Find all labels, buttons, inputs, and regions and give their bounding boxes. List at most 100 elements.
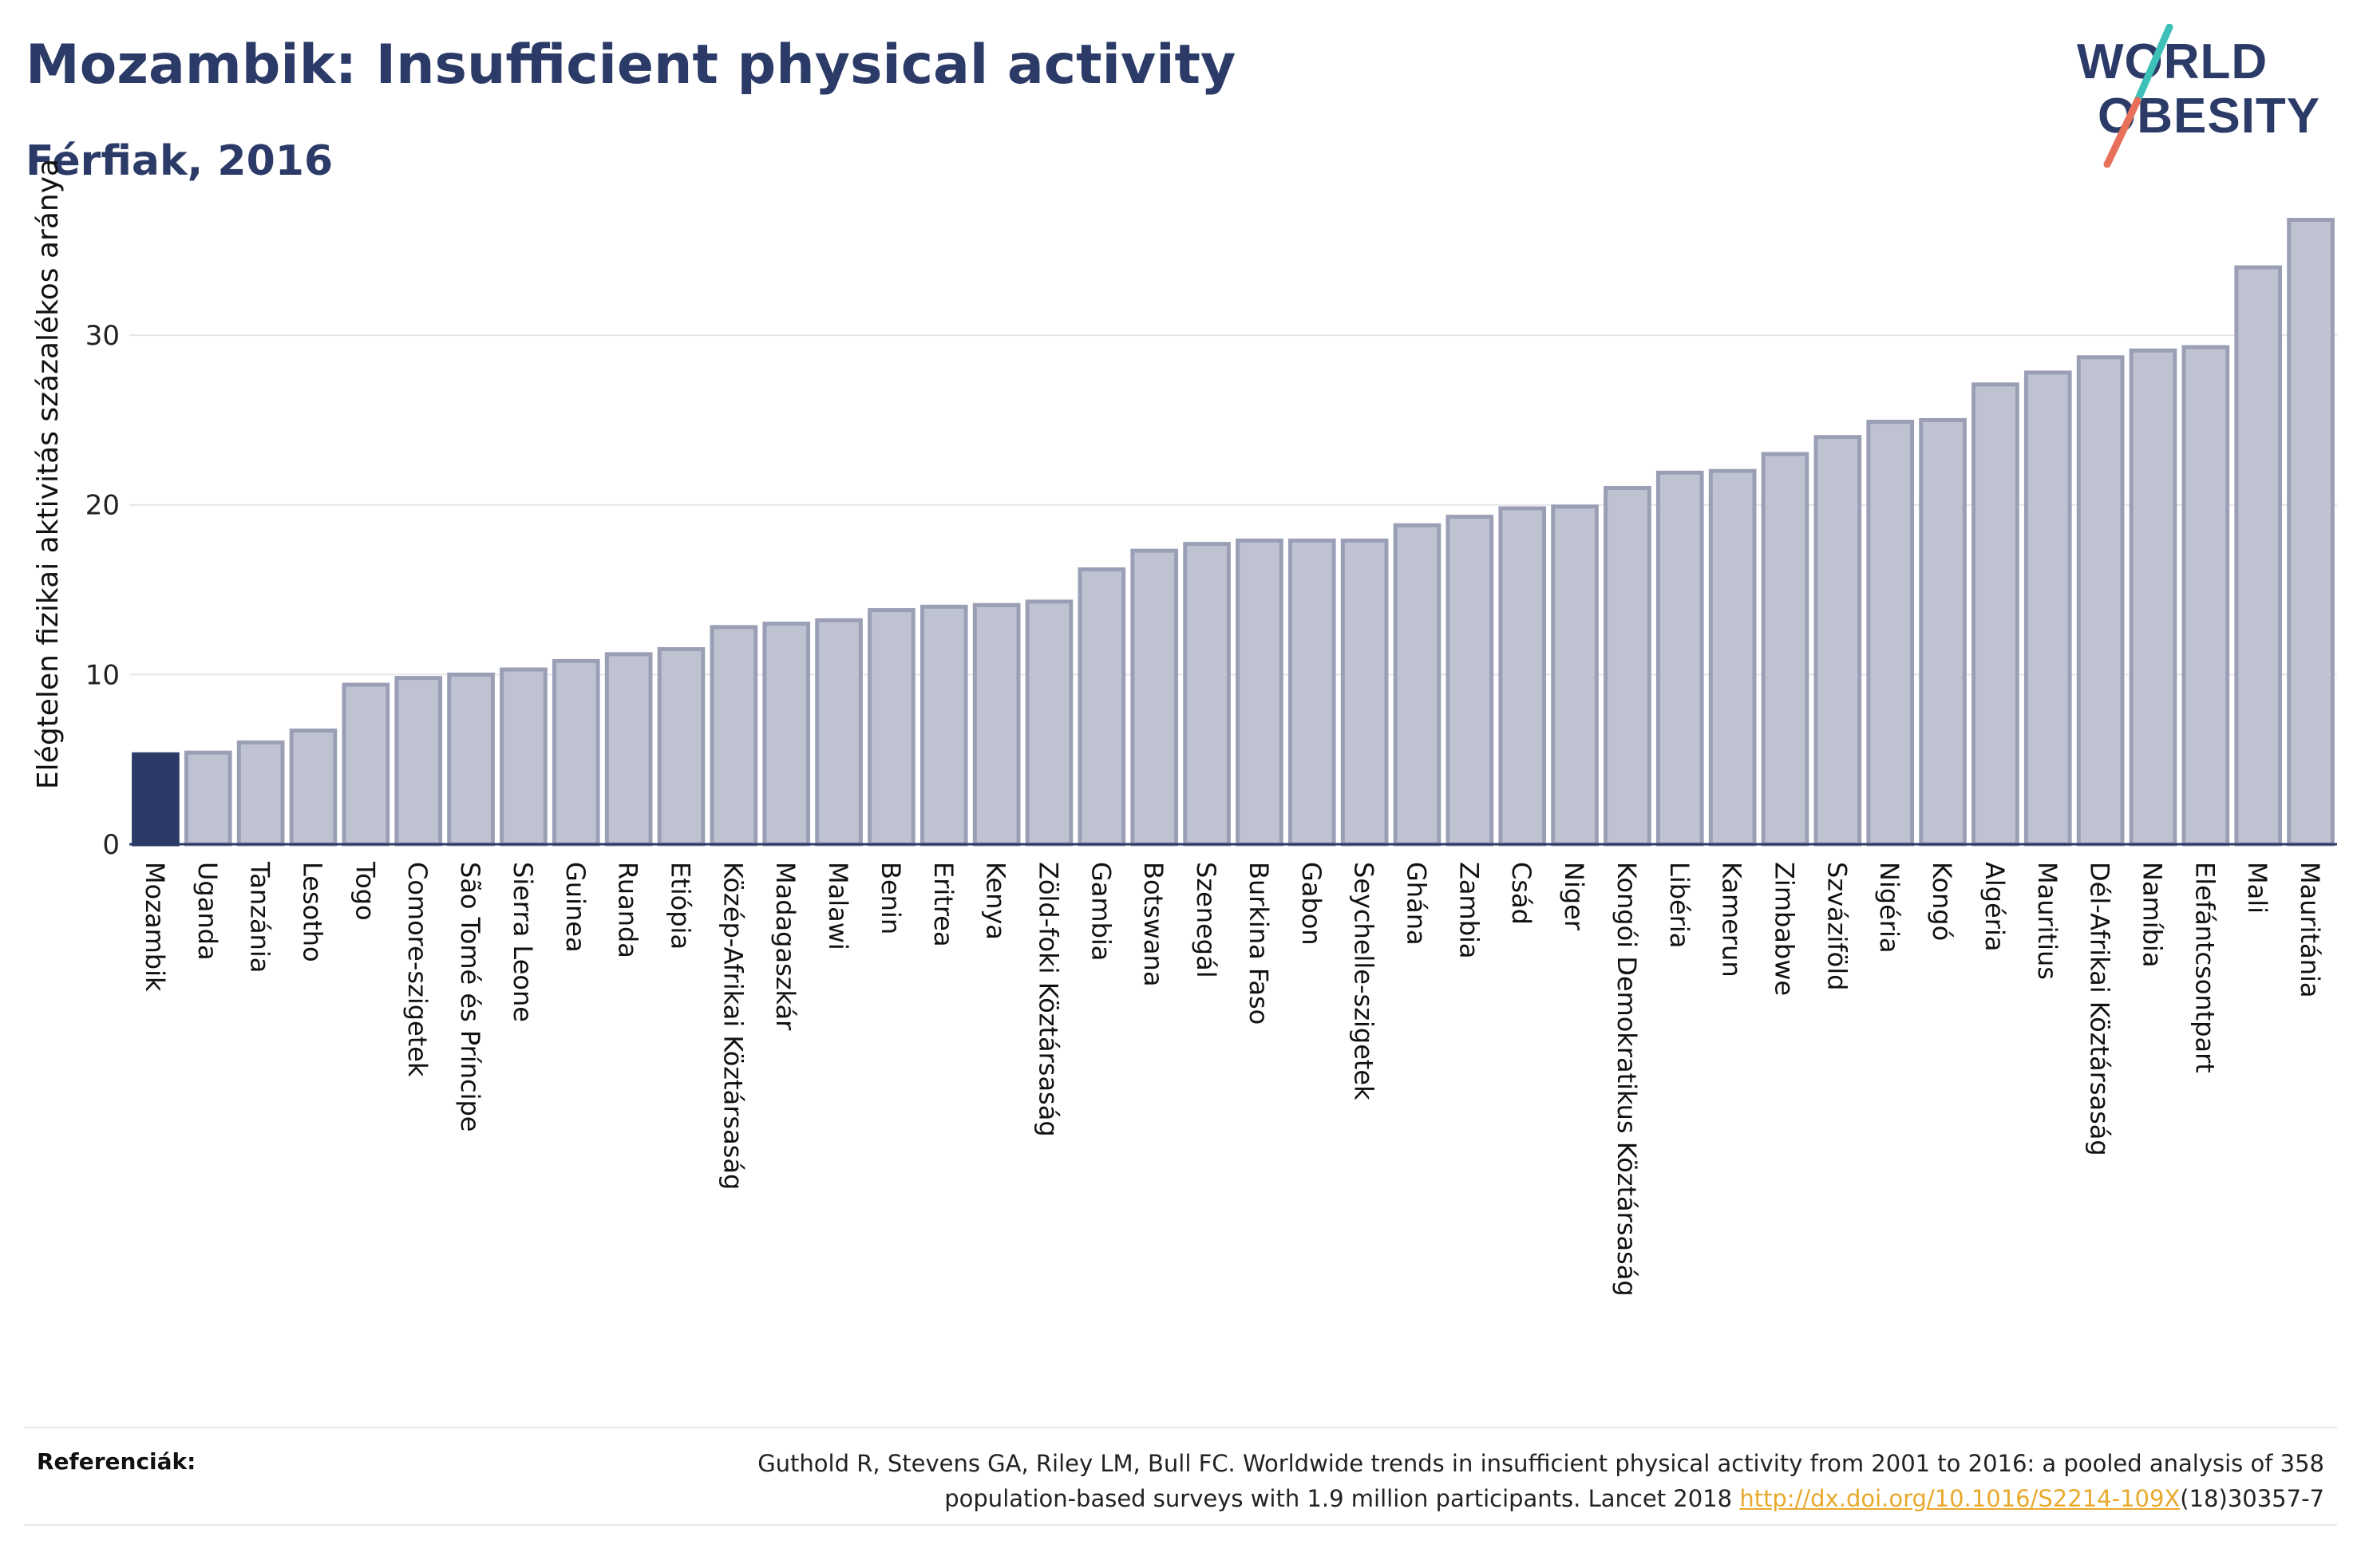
bar-benin [868,608,916,847]
reference-divider-top [24,1427,2337,1428]
x-tick-label: Burkina Faso [1244,862,1274,1025]
bar-togo [342,682,390,847]
logo-slash-top [2134,24,2173,105]
x-tick-label: Mauritánia [2295,862,2325,997]
x-tick-label: Nigéria [1874,862,1904,953]
references-text: Guthold R, Stevens GA, Riley LM, Bull FC… [568,1446,2324,1516]
x-tick-label: Mauritius [2032,862,2062,980]
bar-szváziföld [1813,435,1862,847]
x-tick-label: Zambia [1453,862,1484,959]
x-tick-label: Niger [1559,862,1589,931]
bar-közép-afrikai-köztársaság [710,625,758,847]
x-tick-label: Sierra Leone [508,862,538,1022]
bar-zambia [1445,515,1494,847]
bar-niger [1551,504,1599,847]
chart-title: Mozambik: Insufficient physical activity [26,34,1236,97]
x-tick-label: Szváziföld [1821,862,1852,990]
x-tick-label: Kamerun [1717,862,1747,978]
bar-kamerun [1708,468,1757,847]
bar-burkina-faso [1236,538,1283,847]
x-tick-label: Uganda [192,862,223,961]
reference-divider-bottom [24,1524,2337,1526]
x-tick-label: Togo [350,861,380,921]
bar-zimbabwe [1761,452,1809,847]
x-tick-label: Etiópia [666,862,696,950]
world-obesity-logo: WORLD OBESITY [2077,24,2320,168]
bar-ghána [1393,523,1442,847]
x-tick-label: Malawi [823,862,853,950]
bar-csád [1498,506,1547,847]
y-axis-label: Elégtelen fizikai aktivitás százalékos a… [32,159,65,789]
x-tick-label: Gambia [1086,862,1116,961]
x-tick-label: Ruanda [613,862,643,958]
bar-lesotho [289,729,338,847]
y-tick-label: 10 [85,659,120,691]
bar-tanzánia [236,740,285,847]
x-tick-label: Szenegál [1191,862,1221,978]
bar-kongói-demokratikus-köztársaság [1604,485,1651,847]
x-tick-label: Dél-Afrikai Köztársaság [2085,862,2115,1156]
x-tick-label: Kongói Demokratikus Köztársaság [1612,862,1642,1297]
x-tick-label: Mozambik [140,862,170,992]
x-tick-label: Comore-szigetek [402,862,433,1077]
bar-uganda [184,750,232,847]
reference-line-2-suffix: (18)30357-7 [2180,1485,2324,1512]
x-tick-label: Zimbabwe [1770,862,1800,996]
x-tick-label: Guinea [560,862,591,953]
bar-seychelle-szigetek [1340,538,1389,847]
y-tick-label: 20 [85,490,120,522]
bar-dél-afrikai-köztársaság [2076,355,2125,847]
bar-comore-szigetek [394,676,443,847]
bar-szenegál [1183,542,1231,847]
bar-gambia [1078,567,1126,847]
bar-malawi [815,618,863,847]
x-tick-label: Botswana [1138,862,1169,986]
bar-botswana [1130,548,1179,847]
bar-zöld-foki-köztársaság [1025,599,1074,847]
bar-mauritánia [2287,218,2335,847]
bar-gabon [1287,538,1336,847]
bar-ruanda [604,652,653,847]
reference-line-2: population-based surveys with 1.9 millio… [568,1481,2324,1516]
x-tick-label: Zöld-foki Köztársaság [1034,862,1064,1137]
bar-guinea [552,658,600,847]
x-tick-label: Kongó [1927,862,1957,941]
bar-mozambik [132,752,180,847]
bar-são-tomé-és-príncipe [447,672,495,847]
bar-eritrea [919,604,968,847]
x-tick-label: Madagaszkár [770,862,801,1031]
reference-line-1: Guthold R, Stevens GA, Riley LM, Bull FC… [757,1450,2324,1477]
x-tick-label: Gabon [1296,862,1327,946]
x-tick-label: Ghána [1402,862,1432,946]
bar-elefántcsontpart [2181,345,2230,847]
bar-nigéria [1866,420,1915,847]
x-tick-label: Csád [1506,862,1536,925]
x-tick-label: Benin [876,862,906,934]
x-tick-label: Libéria [1664,862,1695,948]
x-tick-label: Algéria [1979,862,2010,951]
reference-line-2-prefix: population-based surveys with 1.9 millio… [944,1485,1740,1512]
y-tick-label: 30 [85,320,120,352]
bar-kenya [972,602,1021,847]
x-tick-label: Seychelle-szigetek [1349,862,1379,1100]
bar-sierra-leone [500,667,548,847]
bar-chart: 0 10 20 30 Elégtelen fizikai aktivitás száza… [32,159,2337,1297]
bar-algéria [1971,382,2019,847]
x-tick-label: Mali [2242,862,2272,914]
x-tick-label: São Tomé és Príncipe [455,862,485,1132]
bar-kongó [1919,417,1967,847]
logo-text-obesity: OBESITY [2098,89,2320,144]
logo-text-world: WORLD [2077,34,2268,89]
bar-libéria [1655,470,1704,847]
chart-subtitle: Férfiak, 2016 [26,137,334,185]
bar-mali [2234,265,2283,847]
x-tick-label: Közép-Afrikai Köztársaság [718,862,748,1190]
bar-namíbia [2129,348,2177,847]
y-tick-label: 0 [102,829,120,861]
x-tick-label: Kenya [981,862,1011,940]
x-tick-label: Elefántcsontpart [2189,862,2220,1073]
doi-link[interactable]: http://dx.doi.org/10.1016/S2214-109X [1739,1485,2181,1512]
bar-mauritius [2023,370,2072,847]
x-tick-label: Tanzánia [245,861,275,973]
x-tick-label: Eritrea [928,862,959,947]
